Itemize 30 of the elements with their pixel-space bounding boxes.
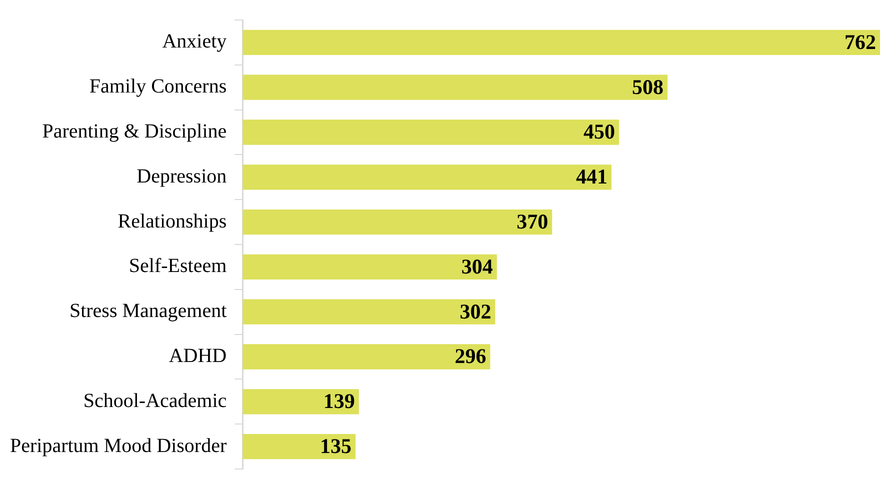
y-tick-label: School-Academic	[83, 390, 227, 412]
data-label: 762	[844, 30, 876, 54]
y-tick-label: Relationships	[118, 210, 227, 232]
bar	[242, 434, 356, 460]
data-label: 370	[516, 209, 548, 234]
data-label: 450	[584, 120, 616, 144]
bar	[242, 30, 880, 56]
bar	[242, 254, 497, 280]
data-label: 139	[323, 389, 355, 414]
data-label: 296	[454, 344, 486, 368]
y-tick-label: Family Concerns	[89, 76, 227, 98]
y-tick-label: ADHD	[168, 345, 227, 367]
bar	[242, 209, 552, 235]
y-tick-label: Peripartum Mood Disorder	[10, 434, 227, 457]
bar	[242, 344, 490, 370]
bar	[242, 120, 620, 145]
bar	[242, 164, 612, 190]
data-label: 135	[320, 434, 352, 458]
y-tick-label: Depression	[136, 165, 227, 188]
data-label: 508	[632, 74, 664, 99]
y-tick-label: Anxiety	[162, 30, 227, 53]
y-tick-label: Self-Esteem	[128, 255, 228, 278]
bar	[242, 389, 359, 414]
data-label: 304	[461, 254, 494, 278]
y-tick-label: Stress Management	[69, 300, 228, 322]
bar	[242, 74, 668, 100]
data-label: 441	[576, 164, 608, 189]
y-tick-label: Parenting & Discipline	[42, 120, 227, 142]
data-label: 302	[460, 299, 492, 324]
bar	[242, 299, 496, 324]
